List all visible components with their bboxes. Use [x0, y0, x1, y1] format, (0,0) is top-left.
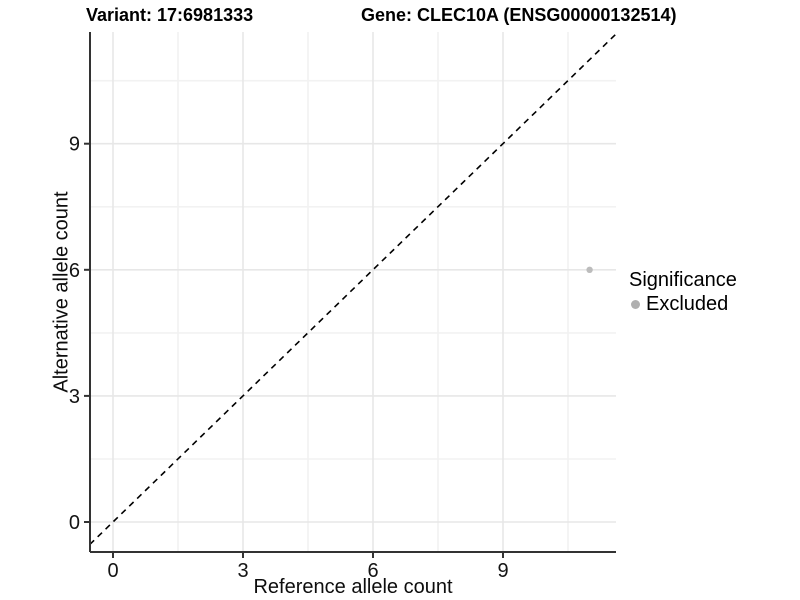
legend: Significance Excluded — [629, 269, 737, 316]
plot-title-gene: Gene: CLEC10A (ENSG00000132514) — [361, 5, 677, 25]
legend-item-excluded: Excluded — [631, 293, 737, 316]
x-tick-label: 9 — [497, 560, 508, 582]
legend-point-icon — [631, 300, 640, 309]
y-axis-title: Alternative allele count — [50, 191, 73, 393]
x-axis-title: Reference allele count — [253, 576, 453, 598]
y-tick-label: 3 — [69, 386, 80, 408]
y-tick-label: 9 — [69, 134, 80, 156]
identity-line — [90, 32, 616, 546]
y-tick-label: 6 — [69, 260, 80, 282]
legend-title: Significance — [629, 269, 737, 291]
plot-title-variant: Variant: 17:6981333 — [86, 5, 254, 25]
x-tick-label: 0 — [107, 560, 118, 582]
x-tick-label: 3 — [237, 560, 248, 582]
data-point — [586, 266, 593, 273]
legend-item-label: Excluded — [646, 293, 729, 315]
y-tick-label: 0 — [69, 512, 80, 534]
x-tick-label: 6 — [367, 560, 378, 582]
